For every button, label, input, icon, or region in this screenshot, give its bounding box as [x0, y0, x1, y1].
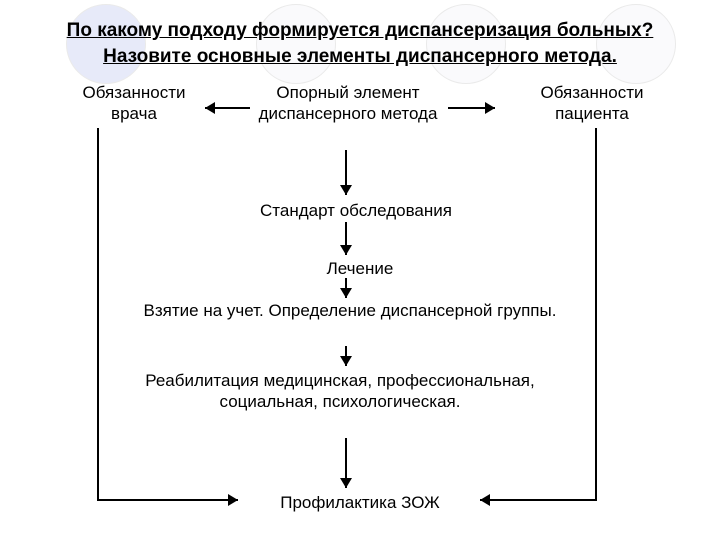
- page-title: По какому подходу формируется диспансери…: [40, 18, 680, 69]
- node-patient-duties: Обязанности пациента: [512, 82, 672, 125]
- node-treatment: Лечение: [290, 258, 430, 279]
- diagram-stage: По какому подходу формируется диспансери…: [0, 0, 720, 540]
- node-prevention: Профилактика ЗОЖ: [240, 492, 480, 513]
- node-registration: Взятие на учет. Определение диспансерной…: [130, 300, 570, 321]
- node-doctor-duties: Обязанности врача: [64, 82, 204, 125]
- node-exam-standard: Стандарт обследования: [246, 200, 466, 221]
- node-rehab: Реабилитация медицинская, профессиональн…: [140, 370, 540, 413]
- node-core-element: Опорный элемент диспансерного метода: [248, 82, 448, 125]
